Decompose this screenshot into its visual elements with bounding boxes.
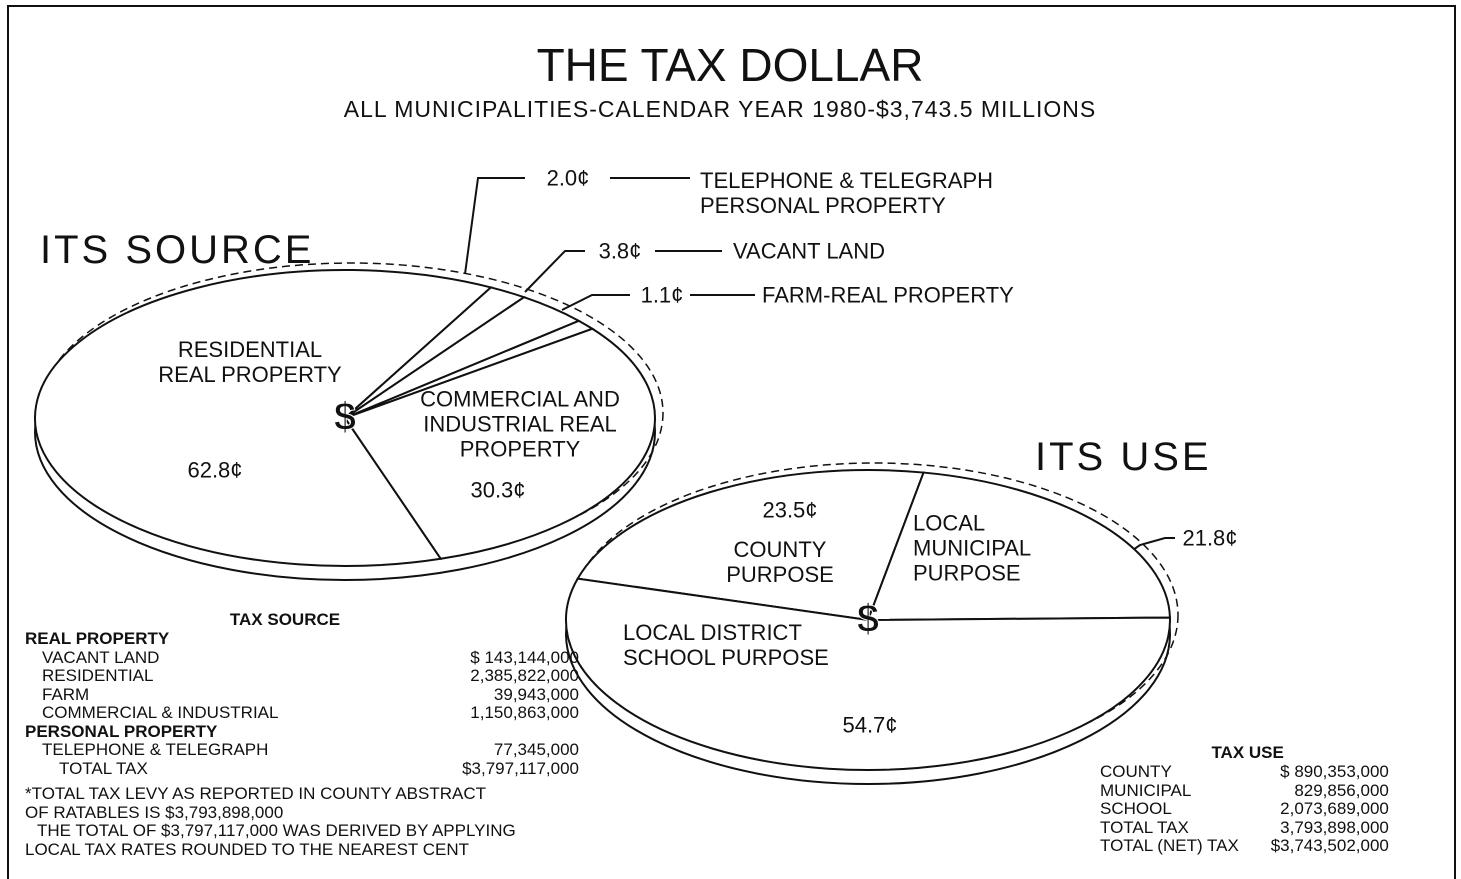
dollar-sign: $ xyxy=(857,597,879,641)
leader-lines xyxy=(464,177,1175,581)
section-heading: REAL PROPERTY xyxy=(25,629,170,648)
title: THE TAX DOLLAR xyxy=(536,39,924,91)
pie-slice xyxy=(34,269,493,567)
row-label: SCHOOL xyxy=(1100,799,1172,818)
tax-source-table: TAX SOURCE REAL PROPERTY VACANT LAND $ 143,… xyxy=(25,610,579,778)
table-title: TAX USE xyxy=(1211,743,1284,762)
pie-slice xyxy=(866,471,1171,622)
row-label: TOTAL (NET) TAX xyxy=(1100,836,1239,855)
row-label: TELEPHONE & TELEGRAPH xyxy=(42,740,269,759)
row-value: $ 143,144,000 xyxy=(470,647,579,667)
slice-label: TELEPHONE & TELEGRAPH PERSONAL PROPERTY xyxy=(700,168,994,218)
row-label: TOTAL TAX xyxy=(1100,817,1189,837)
subtitle: ALL MUNICIPALITIES-CALENDAR YEAR 1980-$3… xyxy=(343,96,1097,122)
pie-rim-hatch xyxy=(34,417,656,581)
row-value: 77,345,000 xyxy=(493,740,579,759)
row-label: FARM xyxy=(42,684,90,704)
table: COUNTY $ 890,353,000 MUNICIPAL 829,856,000 S… xyxy=(1100,762,1389,856)
row-value: 829,856,000 xyxy=(1294,780,1389,800)
frame xyxy=(7,5,1456,879)
value-label: 62.8¢ xyxy=(187,457,243,483)
note: OF RATABLES IS $3,793,898,000 xyxy=(25,802,284,822)
slice-label: VACANT LAND xyxy=(733,238,886,264)
row-value: $ 890,353,000 xyxy=(1280,762,1389,781)
row-value: 3,793,898,000 xyxy=(1280,817,1389,837)
slice-label: LOCAL MUNICIPAL PURPOSE xyxy=(913,510,1031,586)
note: *TOTAL TAX LEVY AS REPORTED IN COUNTY AB… xyxy=(25,784,487,803)
slice-label: LOCAL DISTRICT SCHOOL PURPOSE xyxy=(623,620,829,670)
note: THE TOTAL OF $3,797,117,000 WAS DERIVED … xyxy=(37,821,516,840)
note: LOCAL TAX RATES ROUNDED TO THE NEAREST C… xyxy=(25,839,469,859)
dollar-sign: $ xyxy=(334,395,356,439)
row-value: 39,943,000 xyxy=(493,684,579,704)
value-label: 3.8¢ xyxy=(598,238,642,264)
row-label: COUNTY xyxy=(1100,762,1172,781)
pie-title: ITS SOURCE xyxy=(40,228,315,272)
pie-title: ITS USE xyxy=(1035,435,1212,479)
tax-use-table: TAX USE COUNTY $ 890,353,000 MUNICIPAL 829,8… xyxy=(1100,743,1389,856)
value-label: 30.3¢ xyxy=(470,477,526,503)
row-label: MUNICIPAL xyxy=(1100,780,1192,800)
table-title: TAX SOURCE xyxy=(229,610,341,629)
slice-label: FARM-REAL PROPERTY xyxy=(762,282,1014,308)
value-label: 21.8¢ xyxy=(1182,525,1238,551)
value-label: 54.7¢ xyxy=(842,712,898,738)
row-label: COMMERCIAL & INDUSTRIAL xyxy=(42,703,279,722)
row-label: TOTAL TAX xyxy=(59,758,148,778)
value-label: 2.0¢ xyxy=(546,165,590,191)
row-value: 2,073,689,000 xyxy=(1280,799,1389,818)
pie-slice xyxy=(576,469,925,622)
value-label: 23.5¢ xyxy=(762,497,818,523)
value-label: 1.1¢ xyxy=(640,282,684,308)
row-value: $3,797,117,000 xyxy=(462,758,579,778)
section-heading: PERSONAL PROPERTY xyxy=(25,721,218,741)
table: REAL PROPERTY VACANT LAND $ 143,144,000 RES… xyxy=(25,629,579,778)
row-value: 1,150,863,000 xyxy=(470,703,579,722)
row-value: 2,385,822,000 xyxy=(470,666,579,685)
slice-label: COUNTY PURPOSE xyxy=(726,537,834,587)
row-label: RESIDENTIAL xyxy=(42,666,154,685)
slice-label: COMMERCIAL AND INDUSTRIAL REAL PROPERTY xyxy=(420,386,620,462)
pie-slice xyxy=(343,327,656,560)
pie-slice xyxy=(565,577,1171,771)
row-label: VACANT LAND xyxy=(42,647,160,667)
row-value: $3,743,502,000 xyxy=(1270,836,1389,855)
slice-label: RESIDENTIAL REAL PROPERTY xyxy=(158,337,342,387)
